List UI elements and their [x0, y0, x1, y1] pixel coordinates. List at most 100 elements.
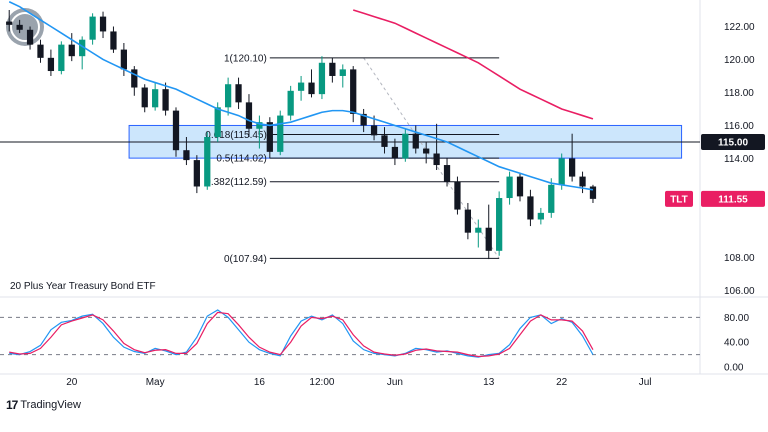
fib-level-label: 0.5(114.02) — [216, 154, 266, 165]
candle-body — [120, 49, 128, 70]
candle-layer — [6, 10, 597, 260]
candle-body — [47, 57, 55, 72]
candle-body — [516, 176, 524, 197]
moving-average-layer — [8, 1, 594, 191]
candle-body — [360, 113, 367, 126]
candle-body — [256, 122, 263, 129]
zone-layer — [0, 124, 700, 159]
axis-layer: 106.00 108.00 114.00 116.00 118.00 120.00 122.… — [66, 22, 765, 388]
candle-body — [381, 135, 388, 147]
instrument-name: 20 Plus Year Treasury Bond ETF — [10, 281, 156, 292]
candle-body — [370, 125, 378, 136]
candle-body — [443, 165, 451, 182]
candle-body — [68, 44, 75, 57]
tradingview-brand[interactable]: 17 TradingView — [6, 398, 81, 412]
oscillator-line — [9, 311, 594, 358]
price-tick-label: 122.00 — [724, 22, 755, 33]
oscillator-tick-label: 40.00 — [724, 338, 749, 349]
oscillator-line — [9, 309, 594, 358]
candle-body — [568, 158, 576, 177]
candle-body — [37, 44, 44, 58]
candle-body — [496, 198, 503, 251]
candle-body — [287, 90, 294, 116]
candle-body — [527, 196, 534, 220]
candle-body — [26, 29, 34, 45]
price-tick-label: 116.00 — [724, 121, 754, 132]
moving-average-line — [8, 1, 594, 191]
fibonacci-layer: 1(120.10) 0.618(115.45) 0.5(114.02) 0.382(1… — [205, 53, 500, 265]
time-tick-label: 12:00 — [309, 377, 334, 388]
candle-body — [6, 21, 13, 25]
candle-body — [350, 69, 357, 114]
time-tick-label: May — [146, 377, 165, 388]
candle-body — [224, 84, 232, 108]
fib-level-label: 0(107.94) — [224, 254, 267, 265]
candle-body — [235, 84, 242, 103]
fib-level-label: 1(120.10) — [224, 53, 267, 64]
moving-average-line — [352, 9, 594, 120]
price-tick-label: 108.00 — [724, 253, 755, 264]
candle-body — [152, 89, 159, 108]
candle-body — [141, 87, 148, 108]
brand-name: TradingView — [20, 399, 81, 411]
candle-body — [454, 181, 461, 210]
candle-body — [433, 153, 440, 166]
oscillator-tick-label: 0.00 — [724, 363, 744, 374]
candle-body — [89, 16, 96, 40]
oscillator-tick-label: 80.00 — [724, 313, 749, 324]
candle-body — [412, 133, 419, 149]
price-tick-label: 106.00 — [724, 286, 755, 297]
candle-body — [214, 107, 221, 138]
candle-body — [162, 89, 169, 111]
candle-body — [245, 102, 253, 129]
candle-body — [172, 110, 180, 151]
ticker-tag-bg — [665, 190, 693, 207]
tradingview-logo-icon: 17 — [6, 398, 18, 412]
candle-body — [193, 160, 200, 187]
candle-body — [548, 184, 555, 213]
time-tick-label: 20 — [66, 377, 78, 388]
candle-body — [16, 24, 23, 30]
candle-body — [79, 39, 86, 57]
price-tick-label: 114.00 — [724, 154, 754, 165]
time-tick-label: 13 — [483, 377, 495, 388]
grid-layer — [0, 0, 768, 375]
price-tag-bg — [701, 190, 765, 207]
price-tag-label: 115.00 — [718, 137, 748, 148]
candle-body — [266, 122, 273, 152]
candle-body — [58, 44, 65, 72]
candle-body — [558, 158, 565, 185]
candle-body — [204, 137, 211, 187]
candle-body — [402, 133, 409, 159]
candle-body — [99, 16, 107, 32]
candle-body — [464, 209, 472, 233]
time-tick-label: 16 — [254, 377, 266, 388]
logo-ring — [10, 12, 40, 42]
watermark-logo — [6, 8, 44, 46]
candle-body — [339, 69, 346, 76]
time-tick-label: Jul — [639, 377, 652, 388]
ticker-tag-label: TLT — [670, 194, 688, 205]
oscillator-layer — [0, 309, 700, 358]
candle-body — [308, 82, 315, 95]
candle-body — [318, 62, 326, 95]
candle-body — [589, 186, 597, 199]
time-tick-label: Jun — [387, 377, 403, 388]
price-tick-label: 118.00 — [724, 88, 754, 99]
price-tag-label: 111.55 — [718, 194, 748, 205]
candle-body — [329, 62, 336, 76]
candle-body — [475, 227, 482, 233]
time-tick-label: 22 — [556, 377, 568, 388]
candle-body — [183, 150, 190, 161]
candle-body — [423, 148, 430, 154]
candle-body — [277, 115, 284, 152]
fib-level-label: 0.618(115.45) — [205, 130, 267, 141]
price-tag-bg — [701, 133, 765, 150]
candle-body — [297, 82, 305, 91]
price-tick-label: 120.00 — [724, 55, 755, 66]
candle-body — [506, 176, 513, 199]
candle-body — [579, 176, 586, 187]
candle-body — [537, 212, 544, 220]
candle-body — [131, 69, 138, 88]
